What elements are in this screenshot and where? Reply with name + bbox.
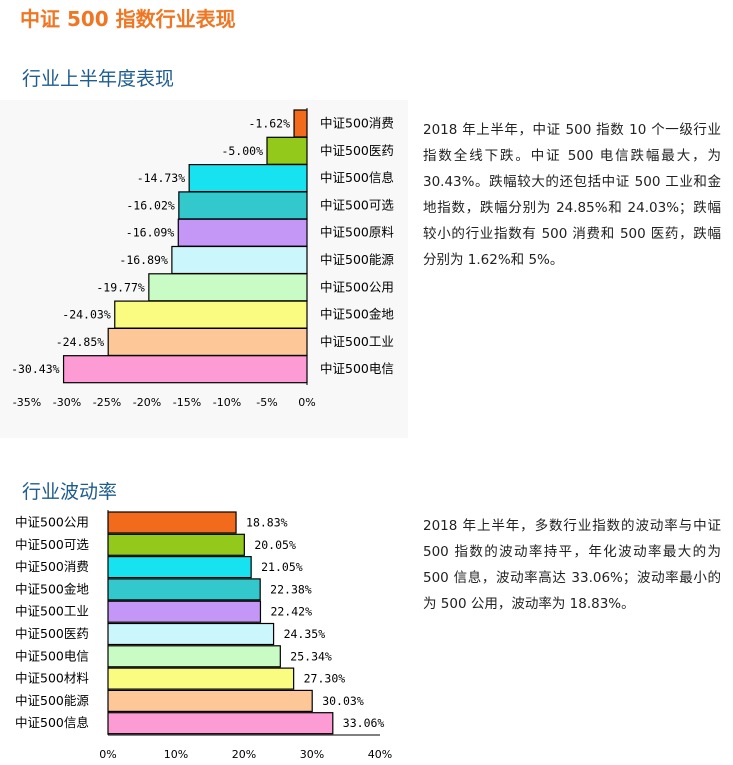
- bar: [107, 667, 295, 690]
- category-label: 中证500原料: [320, 225, 394, 240]
- data-label: -5.00%: [221, 144, 263, 158]
- x-tick-label: -30%: [53, 396, 81, 409]
- x-tick-label: -15%: [173, 396, 201, 409]
- data-label: -24.85%: [56, 335, 105, 349]
- category-label: 中证500信息: [15, 715, 89, 730]
- bar: [293, 109, 308, 138]
- data-label: -19.77%: [96, 280, 145, 294]
- data-label: -24.03%: [62, 308, 111, 322]
- volatility-description: 2018 年上半年，多数行业指数的波动率与中证 500 指数的波动率持平，年化波…: [423, 518, 721, 612]
- data-label: 24.35%: [284, 627, 326, 641]
- bar: [266, 136, 308, 165]
- bar: [178, 191, 308, 220]
- data-label: 25.34%: [290, 649, 332, 663]
- bar: [62, 355, 308, 384]
- section-title-performance: 行业上半年度表现: [22, 68, 175, 90]
- x-tick-label: -20%: [133, 396, 161, 409]
- page-title: 中证 500 指数行业表现: [20, 7, 236, 31]
- bar: [107, 622, 275, 646]
- category-label: 中证500消费: [320, 116, 394, 131]
- bar: [107, 578, 261, 601]
- performance-description: 2018 年上半年，中证 500 指数 10 个一级行业指数全线下跌。中证 50…: [423, 122, 721, 268]
- bar: [107, 533, 245, 556]
- category-label: 中证500可选: [15, 537, 89, 552]
- category-label: 中证500材料: [15, 671, 89, 686]
- category-label: 中证500电信: [15, 648, 89, 663]
- volatility-bar-chart: 18.83% 中证500公用 20.05% 中证500可选 21.05% 中证500消费 2…: [15, 510, 392, 761]
- category-label: 中证500公用: [320, 279, 394, 294]
- data-label: 22.42%: [270, 605, 312, 619]
- x-tick-label: 0%: [298, 396, 315, 409]
- section-title-volatility: 行业波动率: [22, 481, 118, 503]
- x-tick-label: 20%: [232, 748, 256, 761]
- category-label: 中证500工业: [320, 334, 394, 349]
- bar: [107, 511, 237, 534]
- x-tick-label: -35%: [13, 396, 41, 409]
- bar: [114, 300, 308, 329]
- bar: [171, 245, 308, 275]
- x-tick-label: -5%: [256, 396, 277, 409]
- x-tick-label: -25%: [93, 396, 121, 409]
- x-tick-label: 10%: [164, 748, 188, 761]
- bar: [107, 327, 308, 356]
- category-label: 中证500金地: [320, 307, 394, 322]
- data-label: -16.02%: [126, 198, 175, 212]
- x-tick-label: -10%: [213, 396, 241, 409]
- category-label: 中证500金地: [15, 581, 89, 596]
- category-label: 中证500消费: [15, 559, 89, 574]
- category-label: 中证500信息: [320, 170, 394, 185]
- data-label: 30.03%: [322, 694, 364, 708]
- data-label: 21.05%: [261, 560, 303, 574]
- category-label: 中证500可选: [320, 197, 394, 212]
- category-label: 中证500工业: [15, 604, 89, 619]
- bar: [107, 645, 281, 668]
- data-label: -16.89%: [119, 253, 168, 267]
- data-label: 18.83%: [246, 516, 288, 530]
- data-label: -1.62%: [248, 117, 290, 131]
- data-label: 20.05%: [254, 538, 296, 552]
- performance-bar-chart: -1.62% 中证500消费 -5.00% 中证500医药 -14.73% 中证500信息…: [0, 100, 408, 438]
- data-label: 33.06%: [343, 716, 385, 730]
- data-label: 27.30%: [304, 672, 346, 686]
- category-label: 中证500电信: [320, 361, 394, 376]
- category-label: 中证500能源: [15, 693, 89, 708]
- category-label: 中证500能源: [320, 252, 394, 267]
- data-label: 22.38%: [270, 582, 312, 596]
- x-tick-label: 30%: [300, 748, 324, 761]
- category-label: 中证500医药: [320, 143, 394, 158]
- bar: [107, 555, 252, 579]
- data-label: -14.73%: [137, 171, 186, 185]
- bar: [107, 600, 262, 623]
- bar: [107, 689, 313, 712]
- data-label: -16.09%: [126, 226, 175, 240]
- x-tick-label: 40%: [368, 748, 392, 761]
- data-label: -30.43%: [11, 362, 60, 376]
- category-label: 中证500医药: [15, 626, 89, 641]
- bar: [188, 163, 308, 193]
- bar: [107, 712, 334, 735]
- bar: [148, 273, 308, 302]
- bar: [177, 218, 308, 247]
- x-tick-label: 0%: [99, 748, 116, 761]
- category-label: 中证500公用: [15, 515, 89, 530]
